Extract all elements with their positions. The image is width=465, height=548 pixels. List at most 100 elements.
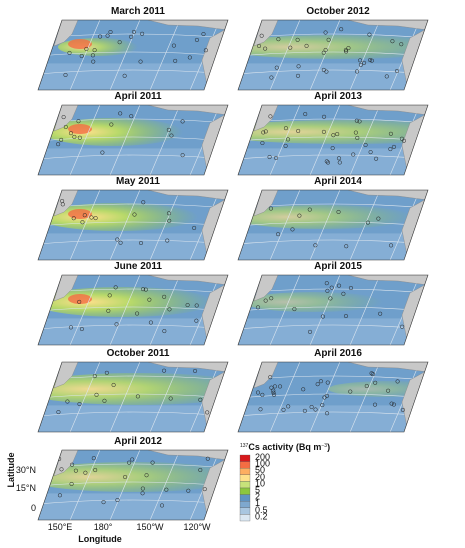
sample-site bbox=[166, 211, 172, 216]
sample-site bbox=[205, 456, 210, 461]
sample-site bbox=[339, 27, 344, 32]
sample-site bbox=[162, 294, 167, 299]
panel-title: October 2012 bbox=[306, 6, 370, 17]
sample-site bbox=[104, 370, 109, 375]
legend-swatch bbox=[239, 454, 251, 462]
legend-label: 5 bbox=[255, 485, 260, 495]
sample-site bbox=[105, 33, 110, 38]
sample-site bbox=[321, 129, 326, 134]
sample-site bbox=[390, 39, 395, 44]
land-alaska bbox=[147, 105, 228, 116]
sample-site bbox=[173, 58, 178, 63]
sample-site bbox=[336, 209, 341, 215]
sample-site bbox=[368, 57, 373, 63]
sample-site bbox=[400, 407, 405, 412]
plume bbox=[238, 120, 428, 144]
x-tick-label: 180° bbox=[94, 522, 113, 532]
sample-site bbox=[63, 124, 68, 130]
sample-site bbox=[388, 243, 394, 248]
sample-site bbox=[79, 53, 84, 59]
sample-site bbox=[123, 474, 128, 480]
sample-site bbox=[171, 43, 176, 48]
sample-site bbox=[395, 379, 400, 384]
graticule bbox=[107, 20, 143, 90]
plume bbox=[38, 462, 228, 492]
south-ocean bbox=[38, 493, 228, 520]
sample-site bbox=[399, 136, 404, 141]
sample-site bbox=[309, 404, 314, 410]
graticule bbox=[67, 105, 103, 175]
sample-site bbox=[328, 296, 333, 301]
sample-site bbox=[92, 374, 97, 379]
sample-site bbox=[263, 129, 268, 134]
sample-site bbox=[138, 59, 143, 64]
sample-site bbox=[325, 411, 330, 416]
map-panel bbox=[38, 190, 228, 260]
graticule bbox=[107, 190, 143, 260]
sample-site bbox=[353, 130, 358, 135]
sample-site bbox=[292, 307, 297, 312]
sample-site bbox=[341, 291, 346, 296]
graticule bbox=[307, 190, 343, 260]
sample-site bbox=[108, 29, 113, 35]
graticule bbox=[147, 190, 183, 260]
plume bbox=[38, 373, 228, 405]
graticule bbox=[307, 20, 343, 90]
x-tick-label: 150°E bbox=[48, 522, 73, 532]
plume-core bbox=[68, 294, 92, 304]
sample-site bbox=[140, 491, 145, 496]
land-alaska bbox=[347, 105, 428, 116]
panel-title: June 2011 bbox=[114, 261, 162, 272]
sample-site bbox=[80, 220, 85, 225]
map-panel bbox=[38, 20, 228, 90]
sample-site bbox=[358, 58, 363, 63]
sample-site bbox=[324, 159, 329, 164]
sample-site bbox=[115, 237, 120, 242]
south-ocean bbox=[238, 148, 428, 175]
south-ocean bbox=[38, 405, 228, 432]
sample-site bbox=[73, 468, 78, 473]
sample-site bbox=[321, 50, 326, 55]
sample-site bbox=[115, 497, 120, 503]
sample-site bbox=[283, 126, 289, 131]
sample-site bbox=[364, 383, 369, 389]
sample-site bbox=[129, 114, 134, 119]
sample-site bbox=[285, 137, 291, 142]
legend-label: 20 bbox=[255, 472, 265, 482]
sample-site bbox=[84, 46, 89, 52]
sample-site bbox=[268, 114, 273, 119]
sample-site bbox=[374, 156, 379, 161]
sample-site bbox=[169, 133, 174, 138]
sample-site bbox=[346, 46, 351, 51]
sample-site bbox=[389, 401, 394, 406]
graticule bbox=[67, 362, 103, 432]
graticule bbox=[267, 190, 303, 260]
graticule bbox=[267, 362, 303, 432]
sample-site bbox=[98, 34, 103, 39]
sample-site bbox=[355, 135, 360, 140]
map-panel bbox=[238, 362, 428, 432]
sample-site bbox=[271, 390, 276, 395]
sample-site bbox=[391, 144, 397, 149]
sample-site bbox=[94, 392, 99, 397]
sample-site bbox=[286, 404, 291, 409]
sample-site bbox=[127, 460, 132, 465]
south-ocean bbox=[38, 318, 228, 345]
graticule bbox=[347, 190, 383, 260]
sample-site bbox=[185, 303, 190, 308]
sample-site bbox=[140, 31, 145, 36]
panel-frame bbox=[37, 449, 229, 521]
sample-site bbox=[373, 380, 378, 385]
sample-site bbox=[77, 299, 82, 304]
panel-title: April 2014 bbox=[314, 176, 362, 187]
sample-site bbox=[324, 69, 329, 74]
sample-site bbox=[162, 329, 167, 334]
sample-site bbox=[263, 46, 268, 51]
land-alaska bbox=[147, 190, 228, 201]
sample-site bbox=[276, 232, 281, 237]
legend-label: 0.5 bbox=[255, 505, 268, 515]
sample-site bbox=[354, 69, 360, 74]
panel-title: October 2011 bbox=[107, 348, 170, 359]
graticule bbox=[267, 20, 303, 90]
sample-site bbox=[323, 47, 328, 53]
